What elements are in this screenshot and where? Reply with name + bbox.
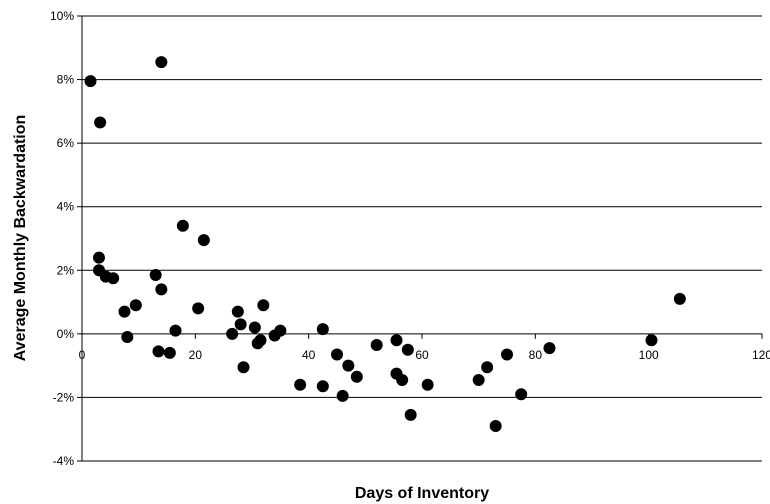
x-axis-title: Days of Inventory — [355, 485, 489, 502]
data-point — [515, 388, 528, 401]
data-point — [501, 348, 513, 361]
data-point — [370, 338, 383, 351]
data-point — [197, 234, 210, 247]
data-point — [226, 327, 239, 340]
y-tick-label: -4% — [53, 454, 75, 468]
x-tick-label: 60 — [415, 348, 429, 362]
data-point — [84, 75, 97, 88]
data-point — [155, 56, 168, 69]
data-point — [163, 346, 176, 359]
data-point — [169, 324, 182, 337]
data-point — [396, 373, 409, 386]
data-point — [489, 420, 502, 433]
data-point — [94, 116, 107, 129]
data-point — [331, 348, 343, 361]
data-point — [152, 345, 165, 358]
data-point — [254, 334, 267, 347]
data-point — [274, 324, 287, 337]
data-point — [481, 361, 494, 374]
data-point — [231, 305, 244, 318]
x-tick-label: 20 — [189, 348, 203, 362]
y-tick-label: 0% — [57, 327, 75, 341]
y-tick-label: 4% — [57, 200, 75, 214]
data-point — [421, 378, 434, 391]
data-point — [107, 272, 120, 285]
data-point — [257, 299, 270, 312]
data-point — [93, 251, 105, 264]
x-tick-labels: 0 20 40 60 80 100 120 — [79, 348, 770, 362]
x-tick-label: 120 — [752, 348, 770, 362]
data-point — [342, 359, 355, 372]
data-point — [401, 343, 414, 356]
data-point — [237, 361, 250, 374]
data-point — [336, 389, 349, 402]
data-point — [390, 334, 403, 347]
x-tick-label: 0 — [79, 348, 86, 362]
y-axis-title: Average Monthly Backwardation — [12, 115, 29, 362]
data-point — [316, 323, 329, 336]
data-point — [316, 380, 329, 393]
y-tick-label: 8% — [57, 73, 75, 87]
y-tick-label: 6% — [57, 136, 75, 150]
data-point — [673, 292, 686, 305]
data-point — [176, 219, 189, 232]
grid-lines — [82, 15, 762, 462]
data-points — [84, 56, 686, 433]
data-point — [149, 269, 162, 282]
y-tick-label: 2% — [57, 263, 75, 277]
data-point — [645, 334, 658, 347]
x-tick-label: 40 — [302, 348, 316, 362]
data-point — [294, 378, 307, 391]
data-point — [234, 318, 247, 331]
data-point — [121, 331, 134, 344]
data-point — [155, 283, 168, 296]
data-point — [192, 302, 205, 315]
x-tick-label: 100 — [639, 348, 659, 362]
data-point — [350, 370, 363, 383]
data-point — [472, 373, 485, 386]
y-tick-label: -2% — [53, 390, 75, 404]
x-tick-label: 80 — [529, 348, 543, 362]
data-point — [543, 342, 556, 355]
data-point — [248, 321, 261, 334]
y-tick-labels: -4% -2% 0% 2% 4% 6% 8% 10% — [50, 9, 74, 468]
data-point — [129, 299, 142, 312]
data-point — [404, 408, 417, 421]
data-point — [118, 305, 131, 318]
y-tick-label: 10% — [50, 9, 74, 23]
